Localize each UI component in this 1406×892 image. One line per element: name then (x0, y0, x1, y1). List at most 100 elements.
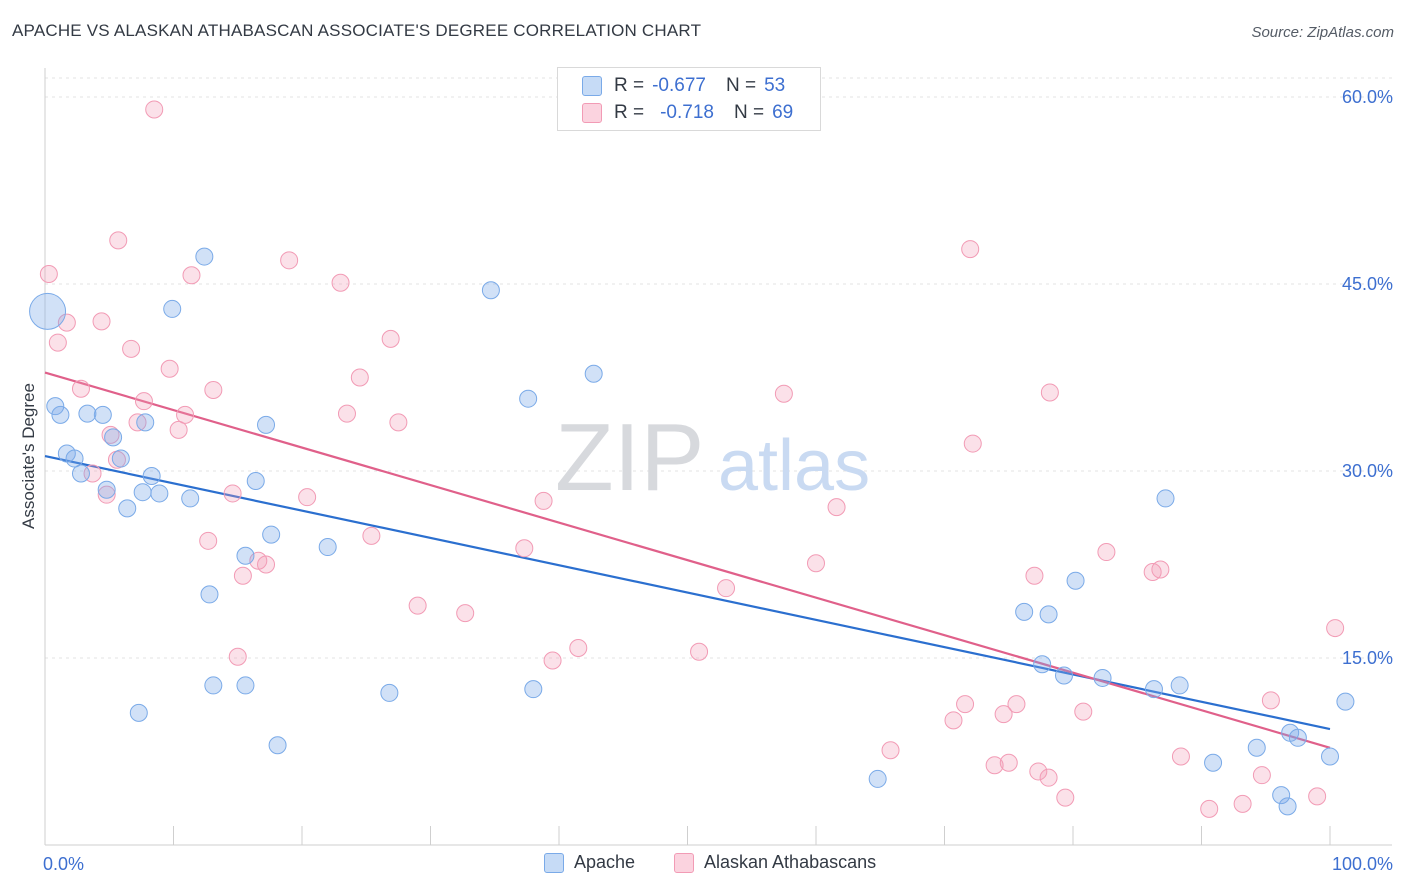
athabascan-point (1171, 747, 1190, 766)
athabascan-point (1151, 560, 1170, 579)
apache-point (195, 247, 214, 266)
athabascan-trend-line (44, 371, 1331, 749)
apache-point (1015, 602, 1034, 621)
apache-point (71, 464, 90, 483)
apache-swatch (582, 76, 602, 96)
r-label: R = (614, 102, 645, 123)
athabascan-point (999, 753, 1018, 772)
athabascan-point (199, 531, 218, 550)
apache-point (204, 676, 223, 695)
athabascan-point (228, 647, 247, 666)
apache-point (1039, 605, 1058, 624)
athabascan-point (1308, 787, 1327, 806)
athabascan-point (389, 413, 408, 432)
athabascan-point (807, 554, 825, 573)
athabascan-point (956, 695, 975, 714)
athabascan-point (1097, 543, 1116, 562)
athabascan-point (569, 639, 588, 658)
n-label: N = (725, 75, 757, 96)
athabascan-point (362, 526, 381, 545)
watermark-zip: ZIP (555, 404, 704, 511)
apache-point (868, 769, 887, 788)
athabascan-point (92, 312, 111, 331)
athabascan-point (182, 266, 201, 285)
apache-legend-swatch (544, 852, 564, 873)
r-value: -0.677 (652, 75, 706, 96)
athabascan-point (1029, 762, 1048, 781)
athabascan-point (1039, 768, 1058, 787)
trend-lines (44, 371, 1331, 749)
athabascan-point (223, 484, 242, 503)
watermark: ZIP atlas (555, 404, 870, 511)
athabascan-point (994, 705, 1013, 724)
apache-point (1272, 786, 1291, 805)
apache-point (1055, 666, 1074, 685)
apache-point (1093, 668, 1112, 687)
y-tick-label: 45.0% (1342, 274, 1393, 294)
apache-point (93, 405, 112, 424)
apache-point (142, 466, 161, 485)
data-points (29, 100, 1355, 818)
apache-point (1066, 571, 1085, 590)
athabascan-point (1200, 799, 1219, 818)
x-tick-label-max: 100.0% (1332, 854, 1393, 874)
athabascan-point (1025, 566, 1044, 585)
tick-labels: 15.0% 30.0% 45.0% 60.0% 0.0% 100.0% (43, 87, 1393, 874)
athabascan-point (160, 359, 179, 378)
apache-point (104, 428, 123, 447)
athabascan-point (298, 488, 317, 507)
legend-row-apache: R = -0.677 N = 53 (582, 74, 785, 98)
athabascan-point (134, 392, 153, 411)
apache-point (65, 449, 84, 468)
apache-point (1321, 747, 1339, 766)
athabascan-point (1007, 695, 1026, 714)
athabascan-point (1074, 702, 1093, 721)
athabascan-point (101, 425, 120, 444)
apache-point (1278, 797, 1297, 816)
athabascan-point (1233, 794, 1252, 813)
y-tick-label: 30.0% (1342, 461, 1393, 481)
apache-point (136, 413, 155, 432)
apache-point (1247, 738, 1266, 757)
athabascan-point (408, 596, 427, 615)
source-credit: Source: ZipAtlas.com (1251, 24, 1394, 41)
apache-point (200, 585, 219, 604)
athabascan-point (1326, 619, 1345, 638)
y-tick-label: 15.0% (1342, 648, 1393, 668)
athabascan-legend-label: Alaskan Athabascans (704, 852, 877, 872)
athabascan-point (1261, 691, 1280, 710)
apache-point (318, 538, 337, 557)
apache-point (262, 525, 281, 544)
y-axis-label: Associate's Degree (19, 383, 38, 529)
athabascan-point (71, 379, 90, 398)
apache-point (1204, 753, 1223, 772)
athabascan-point (534, 491, 553, 510)
athabascan-point (774, 384, 793, 403)
athabascan-point (39, 265, 58, 284)
apache-point (524, 680, 543, 699)
apache-point (236, 546, 255, 565)
apache-point (1156, 489, 1175, 508)
y-tick-label: 60.0% (1342, 87, 1393, 107)
apache-point (257, 415, 276, 434)
athabascan-point (350, 368, 369, 387)
athabascan-point (963, 434, 982, 453)
athabascan-point (204, 380, 223, 399)
apache-point (118, 499, 137, 518)
apache-point (1033, 655, 1052, 674)
athabascan-point (48, 333, 67, 352)
apache-point (1288, 728, 1307, 747)
apache-point (129, 703, 148, 722)
athabascan-point (690, 642, 709, 661)
athabascan-point (1252, 766, 1271, 785)
legend-athabascan: Alaskan Athabascans (674, 852, 876, 873)
athabascan-point (881, 741, 900, 760)
athabascan-point (717, 579, 736, 598)
athabascan-point (337, 404, 356, 423)
apache-point (163, 299, 182, 318)
athabascan-legend-swatch (674, 852, 694, 873)
athabascan-point (456, 604, 475, 623)
athabascan-point (176, 405, 195, 424)
apache-point (380, 683, 399, 702)
